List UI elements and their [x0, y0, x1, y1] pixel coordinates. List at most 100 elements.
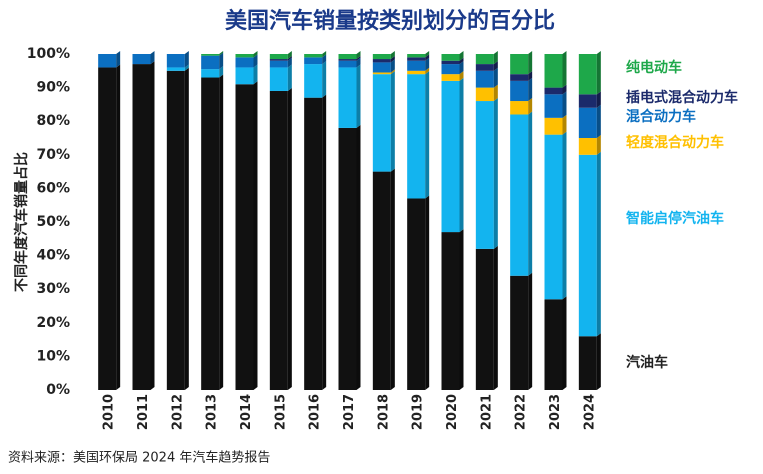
bar-side: [425, 195, 430, 390]
bar-side: [287, 57, 292, 68]
bar-segment: [510, 114, 529, 276]
bar-side: [596, 51, 601, 95]
bar-side: [493, 67, 498, 88]
bar-side: [528, 272, 533, 390]
x-tick-label: 2023: [548, 394, 563, 430]
bar-segment: [441, 80, 460, 233]
bar-side: [287, 51, 292, 60]
bar-side: [425, 71, 430, 199]
bar-side: [219, 51, 224, 56]
bar-segment: [441, 232, 460, 390]
y-tick-label: 0%: [46, 382, 70, 398]
bar-side: [493, 51, 498, 65]
y-tick-label: 90%: [36, 80, 70, 96]
bar-side: [459, 51, 464, 61]
bar-side: [253, 54, 258, 68]
x-tick-label: 2011: [136, 394, 151, 430]
bar-segment: [132, 54, 151, 65]
bar-side: [528, 77, 533, 102]
bar-segment: [338, 127, 357, 391]
bar-segment: [372, 171, 391, 390]
x-tick-label: 2018: [376, 394, 391, 430]
bar-segment: [269, 67, 288, 91]
source-note: 资料来源：美国环保局 2024 年汽车趋势报告: [8, 450, 270, 466]
legend-label: 插电式混合动力车: [626, 89, 738, 106]
bar-side: [459, 57, 464, 65]
bar-side: [562, 84, 567, 95]
bar-segment: [166, 54, 185, 68]
y-tick-label: 70%: [36, 147, 70, 163]
bar-segment: [578, 336, 597, 390]
bar-segment: [475, 64, 494, 71]
bar-side: [356, 124, 361, 391]
bar-side: [528, 111, 533, 276]
bar-side: [493, 245, 498, 390]
bar-side: [322, 61, 327, 98]
bar-segment: [304, 64, 323, 98]
bar-segment: [510, 74, 529, 81]
bar-side: [459, 61, 464, 75]
bar-segment: [544, 134, 563, 300]
bar-side: [116, 51, 121, 68]
y-tick-label: 30%: [36, 281, 70, 297]
bar-segment: [132, 64, 151, 390]
bar-segment: [372, 54, 391, 60]
x-tick-label: 2014: [239, 394, 254, 430]
bar-side: [562, 131, 567, 300]
bar-segment: [201, 55, 220, 70]
x-tick-label: 2017: [342, 394, 357, 430]
bar-side: [356, 57, 361, 68]
bar-segment: [235, 57, 254, 68]
bar-segment: [475, 101, 494, 249]
bar-segment: [475, 248, 494, 390]
bar-segment: [372, 74, 391, 172]
y-tick-label: 100%: [27, 46, 70, 62]
y-tick-label: 20%: [36, 315, 70, 331]
bar-side: [493, 61, 498, 71]
bar-segment: [201, 54, 220, 56]
bar-side: [287, 56, 292, 61]
bar-side: [596, 135, 601, 155]
legend-label: 纯电动车: [626, 59, 682, 76]
bar-side: [390, 56, 395, 63]
bar-segment: [269, 54, 288, 60]
bar-segment: [510, 54, 529, 75]
bar-side: [253, 81, 258, 391]
bar-side: [150, 51, 155, 65]
bar-side: [356, 64, 361, 128]
x-tick-label: 2013: [205, 394, 220, 430]
bar-side: [253, 64, 258, 85]
bar-side: [562, 51, 567, 88]
bar-side: [322, 51, 327, 58]
bar-segment: [441, 64, 460, 75]
bar-segment: [269, 90, 288, 391]
bar-side: [322, 54, 327, 65]
bar-side: [287, 64, 292, 91]
bar-segment: [166, 70, 185, 391]
bar-segment: [269, 60, 288, 68]
bar-segment: [544, 117, 563, 135]
bar-side: [253, 51, 258, 58]
bar-segment: [235, 54, 254, 58]
bar-side: [184, 67, 189, 391]
bar-segment: [407, 198, 426, 390]
bar-segment: [544, 54, 563, 88]
bar-segment: [510, 80, 529, 102]
y-tick-label: 50%: [36, 214, 70, 230]
bar-side: [425, 51, 430, 58]
bar-side: [425, 54, 430, 61]
bar-side: [184, 51, 189, 68]
bar-segment: [304, 57, 323, 65]
legend-label: 轻度混合动力车: [626, 134, 724, 151]
bar-side: [562, 114, 567, 135]
bar-side: [356, 51, 361, 60]
y-tick-label: 10%: [36, 348, 70, 364]
bar-side: [184, 64, 189, 71]
bar-segment: [98, 54, 117, 68]
bar-segment: [407, 57, 426, 61]
bar-side: [425, 67, 430, 75]
bar-segment: [510, 101, 529, 115]
x-tick-label: 2010: [102, 394, 117, 430]
bar-segment: [98, 67, 117, 390]
